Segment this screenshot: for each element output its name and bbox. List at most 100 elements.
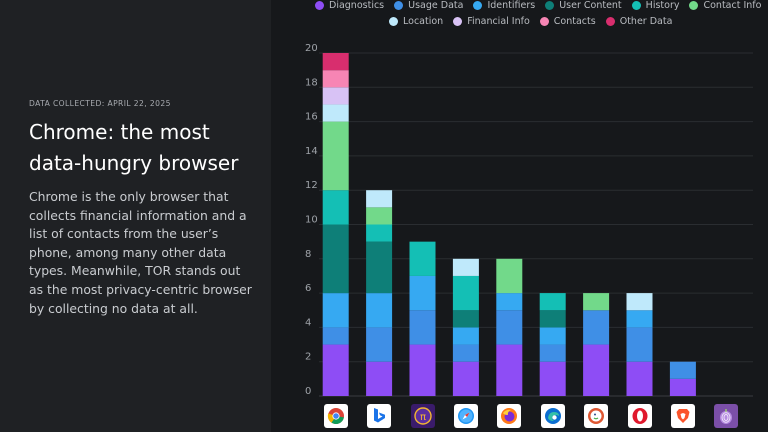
legend-item[interactable]: Identifiers — [473, 0, 535, 11]
bar-segment[interactable] — [583, 310, 610, 345]
bar-segment[interactable] — [452, 275, 479, 311]
bar-segment[interactable] — [322, 190, 349, 225]
bar-segment[interactable] — [496, 310, 523, 345]
bar-segment[interactable] — [583, 344, 610, 396]
legend-item[interactable]: Other Data — [605, 16, 673, 27]
legend-item[interactable]: Location — [389, 16, 443, 27]
bar-segment[interactable] — [322, 344, 349, 396]
legend-row: Location Financial Info Contacts Other Data — [389, 16, 682, 27]
bar-segment[interactable] — [366, 190, 393, 208]
y-tick-label: 0 — [305, 386, 311, 397]
bar-segment[interactable] — [496, 293, 523, 311]
bar-segment[interactable] — [539, 310, 566, 328]
legend-swatch — [453, 17, 463, 26]
y-tick-label: 6 — [305, 283, 311, 294]
bar-segment[interactable] — [496, 258, 523, 294]
bar-segment[interactable] — [626, 310, 653, 328]
bar-segment[interactable] — [322, 121, 349, 191]
legend-label: Contacts — [553, 16, 596, 27]
bar-segment[interactable] — [409, 310, 436, 345]
page-title: Chrome: the most data-hungry browser — [29, 120, 239, 175]
legend-label: Identifiers — [487, 0, 536, 11]
bar-segment[interactable] — [669, 378, 696, 396]
bar-segment[interactable] — [366, 293, 393, 328]
duckduckgo-icon — [584, 404, 609, 428]
bar-segment[interactable] — [496, 344, 523, 396]
bar-segment[interactable] — [452, 258, 479, 276]
legend-label: History — [645, 0, 680, 11]
edge-icon — [540, 404, 565, 428]
legend-item[interactable]: Diagnostics — [315, 0, 384, 11]
date-collected-label: DATA COLLECTED: APRIL 22, 2025 — [29, 99, 171, 108]
bar-segment[interactable] — [366, 207, 393, 225]
bing-icon — [367, 404, 392, 428]
legend-item[interactable]: History — [631, 0, 680, 11]
firefox-icon — [497, 404, 522, 428]
legend-swatch — [545, 1, 555, 10]
bar-segment[interactable] — [366, 224, 393, 242]
bar-segment[interactable] — [452, 327, 479, 345]
bar-segment[interactable] — [322, 87, 349, 105]
y-tick-label: 16 — [305, 112, 318, 123]
bar-segment[interactable] — [539, 344, 566, 362]
legend-swatch — [539, 17, 549, 26]
legend-label: Usage Data — [408, 0, 464, 11]
description-text: Chrome is the only browser that collects… — [29, 189, 252, 316]
bar-segment[interactable] — [409, 275, 436, 311]
bar-segment[interactable] — [366, 327, 393, 362]
bar-segment[interactable] — [539, 361, 566, 396]
y-tick-label: 2 — [305, 352, 311, 363]
bar-segment[interactable] — [452, 310, 479, 328]
bar-segment[interactable] — [322, 293, 349, 328]
y-tick-label: 12 — [305, 180, 318, 191]
legend-label: Other Data — [619, 16, 673, 27]
legend-label: Contact Info — [703, 0, 762, 11]
svg-text:π: π — [419, 412, 425, 423]
bar-segment[interactable] — [366, 361, 393, 396]
pi-browser-icon: π — [410, 404, 435, 428]
legend-item[interactable]: Usage Data — [394, 0, 463, 11]
legend-item[interactable]: Contacts — [539, 16, 596, 27]
bar-segment[interactable] — [409, 241, 436, 276]
bar-segment[interactable] — [583, 293, 610, 311]
legend-label: Diagnostics — [329, 0, 385, 11]
bar-segment[interactable] — [626, 327, 653, 362]
y-tick-label: 4 — [305, 317, 311, 328]
bar-segment[interactable] — [409, 344, 436, 396]
legend-swatch — [394, 1, 404, 10]
bar-segment[interactable] — [322, 327, 349, 345]
bar-segment[interactable] — [626, 293, 653, 311]
legend-swatch — [473, 1, 483, 10]
bar-segment[interactable] — [322, 53, 349, 71]
bar-segment[interactable] — [452, 344, 479, 362]
bar-segment[interactable] — [669, 361, 696, 379]
legend-label: User Content — [559, 0, 622, 11]
safari-icon — [453, 404, 478, 428]
chart-panel: Diagnostics Usage Data Identifiers User Con… — [271, 0, 768, 432]
stacked-bar-chart: 0 2 4 6 8 10 12 14 16 18 20 — [305, 43, 753, 397]
legend-item[interactable]: Financial Info — [453, 16, 530, 27]
y-tick-label: 20 — [305, 43, 318, 54]
bar-segment[interactable] — [322, 70, 349, 88]
bar-segment[interactable] — [626, 361, 653, 396]
legend-swatch — [631, 1, 641, 10]
bar-segment[interactable] — [366, 241, 393, 294]
y-tick-label: 14 — [305, 146, 318, 157]
bar-segment[interactable] — [322, 224, 349, 294]
bar-segment[interactable] — [452, 361, 479, 396]
bar-segment[interactable] — [539, 293, 566, 311]
legend-item[interactable]: User Content — [545, 0, 622, 11]
legend-item[interactable]: Contact Info — [689, 0, 761, 11]
y-tick-label: 10 — [305, 215, 318, 226]
text-panel: DATA COLLECTED: APRIL 22, 2025 Chrome: t… — [0, 0, 271, 432]
legend-swatch — [605, 17, 615, 26]
brave-icon — [670, 404, 695, 428]
bar-segment[interactable] — [322, 104, 349, 122]
legend-swatch — [315, 1, 324, 10]
bar-segment[interactable] — [539, 327, 566, 345]
opera-icon — [627, 404, 652, 428]
legend-label: Location — [403, 16, 444, 27]
legend-swatch — [689, 1, 699, 10]
y-tick-label: 8 — [305, 249, 311, 260]
